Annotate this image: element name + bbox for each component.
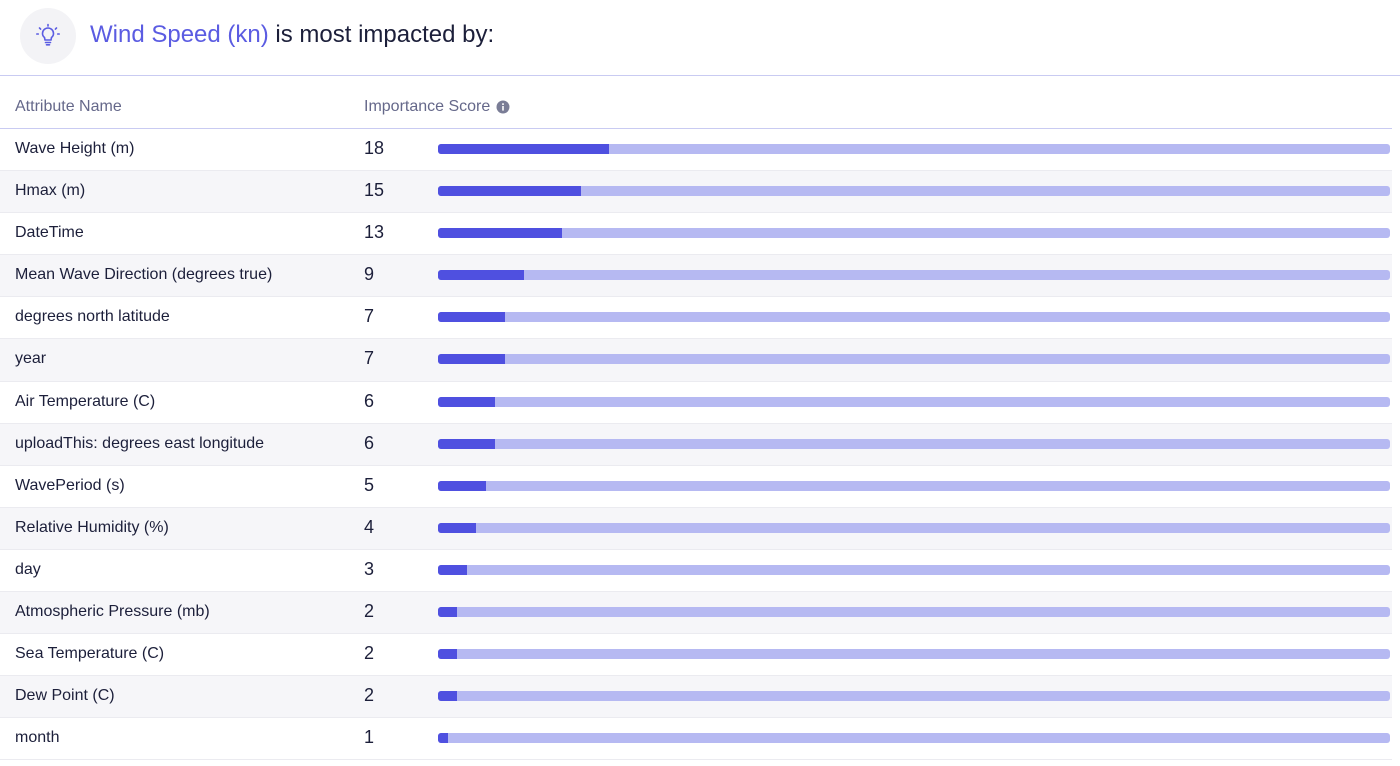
attribute-name: uploadThis: degrees east longitude bbox=[15, 434, 265, 452]
page-title: Wind Speed (kn) is most impacted by: bbox=[90, 20, 494, 50]
table-row: Relative Humidity (%) 4 bbox=[0, 507, 1392, 550]
importance-bar-fill bbox=[438, 649, 458, 660]
importance-score: 6 bbox=[364, 390, 375, 411]
table-row: DateTime 13 bbox=[0, 213, 1392, 256]
attribute-name: Dew Point (C) bbox=[15, 687, 115, 705]
importance-score: 15 bbox=[364, 180, 385, 201]
importance-score: 2 bbox=[364, 601, 375, 622]
importance-score: 2 bbox=[364, 685, 375, 706]
importance-bar-fill bbox=[438, 270, 524, 281]
importance-score: 1 bbox=[364, 727, 375, 748]
attribute-name: DateTime bbox=[15, 224, 84, 242]
importance-bar-track bbox=[438, 522, 1390, 533]
title-suffix: is most impacted by: bbox=[268, 21, 495, 48]
importance-bar-track bbox=[438, 691, 1390, 702]
attribute-name: degrees north latitude bbox=[15, 308, 170, 326]
importance-bar-track bbox=[438, 480, 1390, 491]
attribute-name: year bbox=[15, 350, 47, 368]
table-row: Mean Wave Direction (degrees true) 9 bbox=[0, 255, 1392, 298]
table-row: Sea Temperature (C) 2 bbox=[0, 634, 1392, 677]
importance-bar-fill bbox=[438, 228, 562, 239]
importance-score: 9 bbox=[364, 264, 375, 285]
importance-bar-track bbox=[438, 396, 1390, 407]
importance-bar-track bbox=[438, 354, 1390, 365]
attribute-name: Atmospheric Pressure (mb) bbox=[15, 603, 210, 621]
table-row: WavePeriod (s) 5 bbox=[0, 466, 1392, 508]
attribute-name: Air Temperature (C) bbox=[15, 392, 156, 410]
importance-bar-fill bbox=[438, 480, 486, 491]
attribute-name: Hmax (m) bbox=[15, 182, 86, 200]
importance-bar-track bbox=[438, 312, 1390, 323]
importance-bar-track bbox=[438, 607, 1390, 618]
importance-score: 7 bbox=[364, 306, 375, 327]
importance-score: 3 bbox=[364, 558, 375, 579]
importance-bar-fill bbox=[438, 312, 505, 323]
attribute-name: Wave Height (m) bbox=[15, 140, 135, 157]
column-header-attribute-name[interactable]: Attribute Name bbox=[15, 98, 122, 115]
lightbulb-icon bbox=[20, 8, 76, 64]
panel-header: Wind Speed (kn) is most impacted by: bbox=[0, 0, 1400, 76]
importance-bar-fill bbox=[438, 522, 477, 533]
info-icon[interactable] bbox=[496, 100, 510, 114]
importance-score: 4 bbox=[364, 516, 375, 537]
importance-bar-track bbox=[438, 228, 1390, 239]
attribute-name: Relative Humidity (%) bbox=[15, 518, 169, 536]
table-body: Wave Height (m) 18 Hmax (m) 15 DateTime 13 Mea… bbox=[0, 129, 1392, 761]
attribute-name: day bbox=[15, 560, 41, 578]
importance-score: 5 bbox=[364, 474, 375, 495]
importance-bar-fill bbox=[438, 733, 448, 744]
importance-score: 6 bbox=[364, 432, 375, 453]
table-header: Attribute Name Importance Score bbox=[0, 86, 1392, 129]
importance-score: 2 bbox=[364, 643, 375, 664]
importance-bar-fill bbox=[438, 144, 610, 154]
importance-bar-track bbox=[438, 564, 1390, 575]
attribute-name: WavePeriod (s) bbox=[15, 476, 125, 494]
importance-bar-fill bbox=[438, 354, 505, 365]
importance-score: 7 bbox=[364, 348, 375, 369]
importance-bar-track bbox=[438, 144, 1390, 154]
importance-bar-track bbox=[438, 733, 1390, 744]
importance-score: 13 bbox=[364, 222, 385, 243]
column-header-importance-score[interactable]: Importance Score bbox=[364, 98, 510, 116]
table-row: Dew Point (C) 2 bbox=[0, 676, 1392, 719]
importance-bar-track bbox=[438, 186, 1390, 197]
importance-bar-fill bbox=[438, 438, 496, 449]
column-header-importance-score-label: Importance Score bbox=[364, 98, 491, 115]
importance-bar-track bbox=[438, 270, 1390, 281]
table-row: year 7 bbox=[0, 339, 1392, 382]
table-row: day 3 bbox=[0, 550, 1392, 593]
table-row: uploadThis: degrees east longitude 6 bbox=[0, 423, 1392, 466]
importance-bar-fill bbox=[438, 691, 458, 702]
importance-bar-fill bbox=[438, 396, 496, 407]
importance-bar-track bbox=[438, 649, 1390, 660]
importance-bar-track bbox=[438, 438, 1390, 449]
attribute-name: month bbox=[15, 729, 60, 747]
table-row: Atmospheric Pressure (mb) 2 bbox=[0, 592, 1392, 635]
table-row: month 1 bbox=[0, 718, 1392, 761]
table-row: Hmax (m) 15 bbox=[0, 171, 1392, 214]
target-attribute-label[interactable]: Wind Speed (kn) bbox=[90, 21, 269, 48]
table-row: Wave Height (m) 18 bbox=[0, 129, 1392, 172]
importance-bar-fill bbox=[438, 607, 458, 618]
importance-score: 18 bbox=[364, 138, 385, 158]
importance-bar-fill bbox=[438, 186, 581, 197]
importance-table: Attribute Name Importance Score Wave Hei… bbox=[0, 86, 1392, 761]
importance-bar-fill bbox=[438, 564, 467, 575]
table-row: degrees north latitude 7 bbox=[0, 297, 1392, 340]
attribute-name: Sea Temperature (C) bbox=[15, 645, 165, 663]
table-row: Air Temperature (C) 6 bbox=[0, 382, 1392, 424]
attribute-name: Mean Wave Direction (degrees true) bbox=[15, 266, 273, 284]
